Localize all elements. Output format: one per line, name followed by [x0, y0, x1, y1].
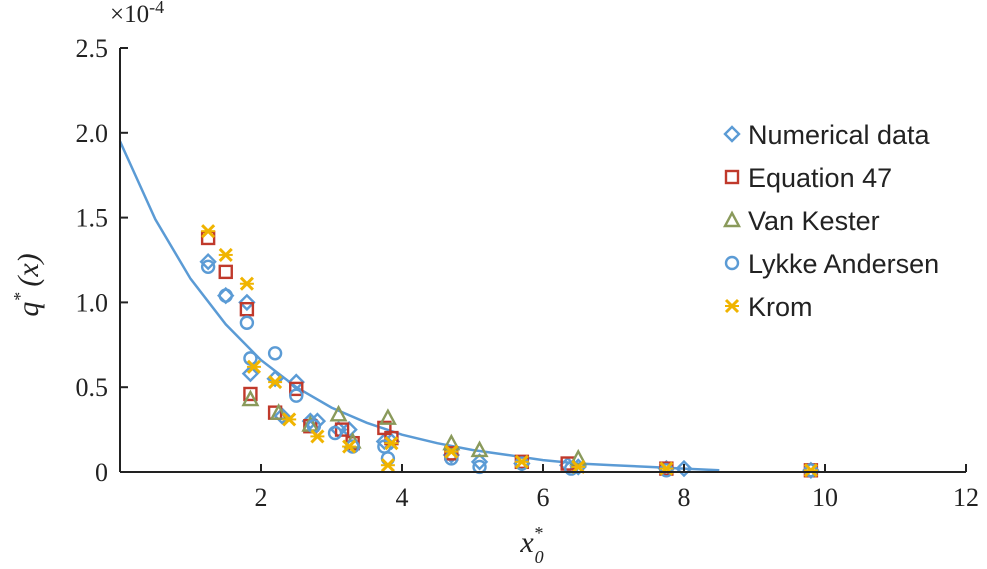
point-krom: [571, 459, 586, 474]
x-axis-label: x* 0: [519, 523, 543, 567]
point-krom: [514, 454, 529, 469]
legend-lykke-andersen: Lykke Andersen: [724, 249, 939, 279]
data-markers: [199, 224, 820, 480]
y-tick-label: 1.5: [76, 204, 109, 233]
legend-equation-47: Equation 47: [724, 163, 892, 193]
y-axis-label: q* (x): [10, 253, 45, 316]
y-axis-label-main: q: [12, 302, 45, 317]
legend-numerical-data-marker: [723, 125, 741, 143]
legend-lykke-andersen-marker: [724, 255, 740, 271]
x-axis-label-main: x: [519, 526, 534, 559]
point-van-kester: [378, 408, 397, 425]
point-krom: [268, 375, 283, 390]
x-axis-ticks: 2 4 6 8 10 12: [255, 464, 979, 512]
point-numerical-data: [273, 407, 291, 425]
point-numerical-data: [238, 293, 256, 312]
legend-krom-label: Krom: [748, 292, 813, 322]
point-equation-47: [289, 381, 304, 397]
y-scale-base: ×10: [110, 1, 149, 28]
point-krom: [384, 436, 399, 451]
x-tick-label: 2: [255, 483, 268, 512]
y-tick-label: 0.5: [76, 373, 109, 402]
point-lykke-andersen: [239, 315, 255, 330]
legend-van-kester: Van Kester: [722, 206, 880, 236]
x-tick-label: 4: [396, 483, 409, 512]
y-axis-ticks: 0 0.5 1.0 1.5 2.0 2.5: [76, 34, 128, 487]
point-van-kester: [442, 433, 461, 451]
y-tick-label: 1.0: [76, 288, 109, 317]
point-lykke-andersen: [327, 425, 343, 441]
point-equation-47: [444, 446, 459, 461]
point-krom: [310, 429, 325, 444]
point-lykke-andersen: [200, 259, 216, 274]
point-equation-47: [334, 422, 350, 437]
point-krom: [380, 458, 395, 473]
legend-equation-47-marker: [724, 169, 740, 185]
point-equation-47: [239, 301, 255, 317]
point-lykke-andersen: [659, 463, 674, 478]
point-krom: [803, 463, 818, 478]
y-tick-label: 0: [95, 458, 108, 487]
y-tick-label: 2.5: [76, 34, 109, 63]
legend-van-kester-label: Van Kester: [748, 206, 880, 236]
point-van-kester: [569, 448, 588, 466]
point-krom: [282, 412, 297, 427]
point-lykke-andersen: [514, 456, 530, 471]
plot-area: [118, 140, 820, 480]
x-axis-label-sup: *: [534, 523, 543, 543]
y-axis-label-tail: (x): [12, 253, 45, 286]
y-axis-label-sup: *: [10, 293, 30, 302]
point-numerical-data: [301, 412, 320, 430]
point-numerical-data: [470, 453, 489, 471]
legend-van-kester-marker: [722, 210, 742, 228]
point-equation-47: [218, 264, 233, 280]
fit-curve-layer: [118, 140, 720, 472]
x-tick-label: 12: [953, 483, 979, 512]
fit-curve: [118, 140, 720, 472]
point-krom: [218, 247, 233, 262]
point-numerical-data: [675, 459, 693, 478]
legend: Numerical data Equation 47 Van Kester Lykke…: [722, 120, 939, 322]
y-scale-exponent: -4: [149, 0, 164, 17]
x-tick-label: 10: [812, 483, 838, 512]
legend-krom-marker: [724, 298, 740, 314]
point-lykke-andersen: [267, 346, 283, 361]
point-numerical-data: [199, 252, 217, 271]
x-tick-label: 6: [537, 483, 550, 512]
point-van-kester: [269, 403, 288, 420]
y-tick-label: 2.0: [76, 119, 109, 148]
point-van-kester: [470, 440, 489, 458]
point-equation-47: [243, 386, 258, 402]
point-krom: [342, 439, 357, 454]
point-lykke-andersen: [289, 388, 304, 403]
x-tick-label: 8: [678, 483, 691, 512]
point-van-kester: [241, 389, 260, 407]
x-axis-label-sub: 0: [535, 547, 544, 567]
point-krom: [201, 224, 216, 239]
point-krom: [444, 444, 459, 459]
point-krom: [246, 359, 262, 374]
legend-lykke-andersen-label: Lykke Andersen: [748, 249, 939, 279]
legend-numerical-data-label: Numerical data: [748, 120, 931, 150]
legend-numerical-data: Numerical data: [723, 120, 931, 150]
point-krom: [239, 276, 254, 291]
point-numerical-data: [442, 446, 461, 464]
legend-krom: Krom: [724, 292, 813, 322]
legend-equation-47-label: Equation 47: [748, 163, 892, 193]
y-scale-factor: ×10-4: [110, 0, 164, 28]
point-lykke-andersen: [218, 288, 233, 303]
point-van-kester: [329, 404, 348, 422]
point-numerical-data: [241, 364, 260, 383]
